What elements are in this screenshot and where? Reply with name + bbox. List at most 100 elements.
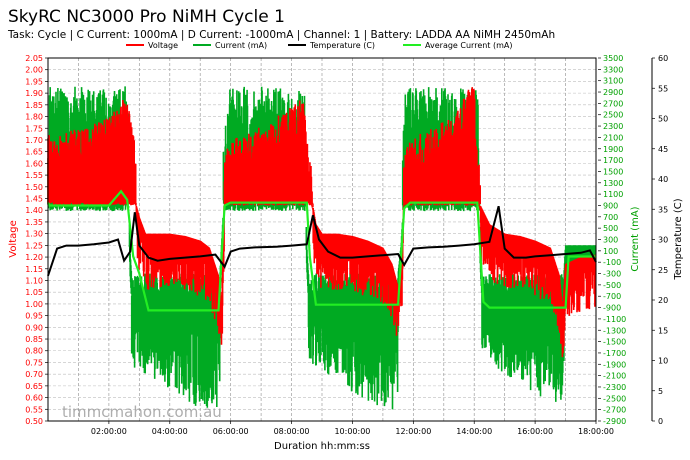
y-axis-label-voltage: Voltage [8, 220, 19, 258]
temperature-tick-label: 55 [658, 84, 668, 93]
current-tick-label: -2100 [603, 372, 626, 381]
temperature-tick-label: 5 [658, 387, 663, 396]
voltage-tick-label: 0.75 [25, 358, 43, 367]
current-tick-label: 500 [603, 224, 618, 233]
current-tick-label: -300 [603, 270, 621, 279]
series-average-current-line [47, 189, 596, 312]
current-tick-label: -2900 [603, 417, 626, 426]
x-tick-label: 18:00:00 [578, 427, 614, 436]
temperature-tick-label: 30 [658, 236, 668, 245]
voltage-tick-label: 1.10 [25, 276, 43, 285]
current-tick-label: 900 [603, 201, 618, 210]
voltage-tick-label: 1.90 [25, 89, 43, 98]
x-tick-label: 04:00:00 [152, 427, 188, 436]
current-tick-label: -1500 [603, 338, 626, 347]
voltage-tick-label: 1.35 [25, 218, 43, 227]
x-tick-label: 14:00:00 [456, 427, 492, 436]
temperature-tick-label: 40 [658, 175, 668, 184]
y-axis-label-temperature: Temperature (C) [673, 198, 684, 280]
current-tick-label: 1300 [603, 179, 623, 188]
x-axis-label: Duration hh:mm:ss [274, 441, 370, 452]
x-tick-label: 12:00:00 [395, 427, 431, 436]
current-tick-label: 2500 [603, 111, 623, 120]
y-axis-label-current: Current (mA) [630, 206, 641, 271]
current-tick-label: 2300 [603, 122, 623, 131]
current-tick-label: -900 [603, 304, 621, 313]
temperature-tick-label: 15 [658, 326, 668, 335]
current-tick-label: 3500 [603, 54, 623, 63]
current-tick-label: -2700 [603, 406, 626, 415]
legend: Voltage Current (mA) Temperature (C) Averag… [126, 41, 513, 50]
current-tick-label: -100 [603, 258, 621, 267]
voltage-tick-label: 0.70 [25, 370, 43, 379]
voltage-tick-label: 0.90 [25, 323, 43, 332]
current-tick-label: 700 [603, 213, 618, 222]
voltage-tick-label: 0.50 [25, 417, 43, 426]
x-tick-label: 10:00:00 [334, 427, 370, 436]
temperature-tick-label: 45 [658, 145, 668, 154]
voltage-tick-label: 1.40 [25, 206, 43, 215]
voltage-tick-label: 0.65 [25, 382, 43, 391]
voltage-tick-label: 1.75 [25, 124, 43, 133]
current-tick-label: 2700 [603, 99, 623, 108]
current-tick-label: -2500 [603, 394, 626, 403]
temperature-tick-label: 35 [658, 205, 668, 214]
voltage-tick-label: 1.95 [25, 77, 43, 86]
voltage-tick-label: 1.55 [25, 171, 43, 180]
series-temperature-line [47, 205, 597, 277]
voltage-tick-label: 2.05 [25, 54, 43, 63]
current-tick-label: 2900 [603, 88, 623, 97]
voltage-tick-label: 1.30 [25, 230, 43, 239]
temperature-tick-label: 0 [658, 417, 663, 426]
temperature-tick-label: 50 [658, 115, 668, 124]
x-tick-label: 02:00:00 [91, 427, 127, 436]
chart-subtitle: Task: Cycle | C Current: 1000mA | D Curr… [7, 29, 555, 41]
voltage-tick-label: 1.25 [25, 241, 43, 250]
chart-title: SkyRC NC3000 Pro NiMH Cycle 1 [8, 7, 285, 27]
temperature-tick-label: 10 [658, 357, 668, 366]
voltage-tick-label: 0.95 [25, 312, 43, 321]
voltage-tick-label: 1.20 [25, 253, 43, 262]
current-tick-label: 3300 [603, 65, 623, 74]
current-tick-label: 1100 [603, 190, 623, 199]
current-tick-label: -1300 [603, 326, 626, 335]
voltage-tick-label: 0.80 [25, 347, 43, 356]
voltage-tick-label: 0.85 [25, 335, 43, 344]
x-tick-label: 08:00:00 [274, 427, 310, 436]
current-tick-label: 1500 [603, 167, 623, 176]
legend-label: Temperature (C) [309, 41, 375, 50]
legend-label: Current (mA) [215, 41, 267, 50]
current-tick-label: -1100 [603, 315, 626, 324]
temperature-tick-label: 20 [658, 296, 668, 305]
plot-frame [47, 57, 597, 422]
voltage-tick-label: 1.60 [25, 159, 43, 168]
x-tick-label: 16:00:00 [517, 427, 553, 436]
voltage-tick-label: 1.80 [25, 113, 43, 122]
voltage-tick-label: 2.00 [25, 66, 43, 75]
current-tick-label: -700 [603, 292, 621, 301]
voltage-tick-label: 1.05 [25, 288, 43, 297]
voltage-tick-label: 1.15 [25, 265, 43, 274]
voltage-tick-label: 1.00 [25, 300, 43, 309]
legend-label: Average Current (mA) [425, 41, 513, 50]
voltage-tick-label: 1.65 [25, 148, 43, 157]
current-tick-label: 1700 [603, 156, 623, 165]
watermark: timmcmahon.com.au [62, 403, 222, 421]
current-tick-label: 3100 [603, 77, 623, 86]
voltage-tick-label: 0.60 [25, 394, 43, 403]
current-tick-label: 1900 [603, 145, 623, 154]
current-tick-label: 2100 [603, 133, 623, 142]
current-tick-label: -2300 [603, 383, 626, 392]
legend-label: Voltage [148, 41, 178, 50]
voltage-tick-label: 0.55 [25, 405, 43, 414]
voltage-tick-label: 1.85 [25, 101, 43, 110]
current-tick-label: -1700 [603, 349, 626, 358]
axes: 0.50 0.55 0.60 0.65 0.70 0.75 0.80 0.85 0.90 0.95… [25, 54, 668, 436]
current-tick-label: 300 [603, 236, 618, 245]
current-tick-label: 100 [603, 247, 618, 256]
temperature-tick-label: 25 [658, 266, 668, 275]
current-tick-label: -1900 [603, 360, 626, 369]
voltage-tick-label: 1.45 [25, 195, 43, 204]
